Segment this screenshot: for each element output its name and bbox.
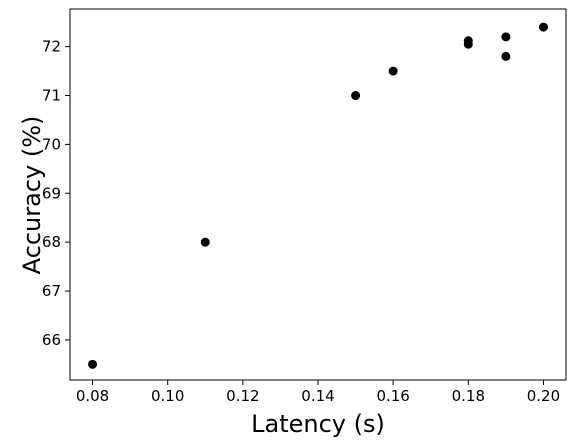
data-point	[501, 51, 511, 61]
x-tick-label: 0.16	[376, 387, 409, 405]
x-tick-label: 0.12	[226, 387, 259, 405]
data-point	[200, 237, 210, 247]
data-point	[501, 32, 511, 42]
x-tick-label: 0.14	[301, 387, 334, 405]
x-tick-label: 0.20	[527, 387, 560, 405]
y-tick-label: 66	[42, 331, 61, 349]
x-tick-label: 0.10	[151, 387, 184, 405]
y-tick-label: 67	[42, 282, 61, 300]
x-axis-label: Latency (s)	[251, 410, 385, 438]
plot-frame	[69, 8, 567, 381]
y-tick-label: 72	[42, 38, 61, 56]
y-tick-label: 69	[42, 184, 61, 202]
points-group	[88, 22, 548, 369]
data-point	[88, 359, 98, 369]
y-tick-label: 68	[42, 233, 61, 251]
data-point	[351, 91, 361, 101]
y-tick-label: 71	[42, 87, 61, 105]
data-point	[463, 36, 473, 46]
x-tick-label: 0.08	[76, 387, 109, 405]
data-point	[538, 22, 548, 32]
y-axis-label: Accuracy (%)	[18, 116, 46, 275]
x-tick-label: 0.18	[452, 387, 485, 405]
y-tick-label: 70	[42, 135, 61, 153]
data-point	[388, 66, 398, 76]
tick-group: 0.08 0.10 0.12 0.14 0.16 0.18 0.20 66 67 68 69 70 71…	[42, 38, 560, 405]
